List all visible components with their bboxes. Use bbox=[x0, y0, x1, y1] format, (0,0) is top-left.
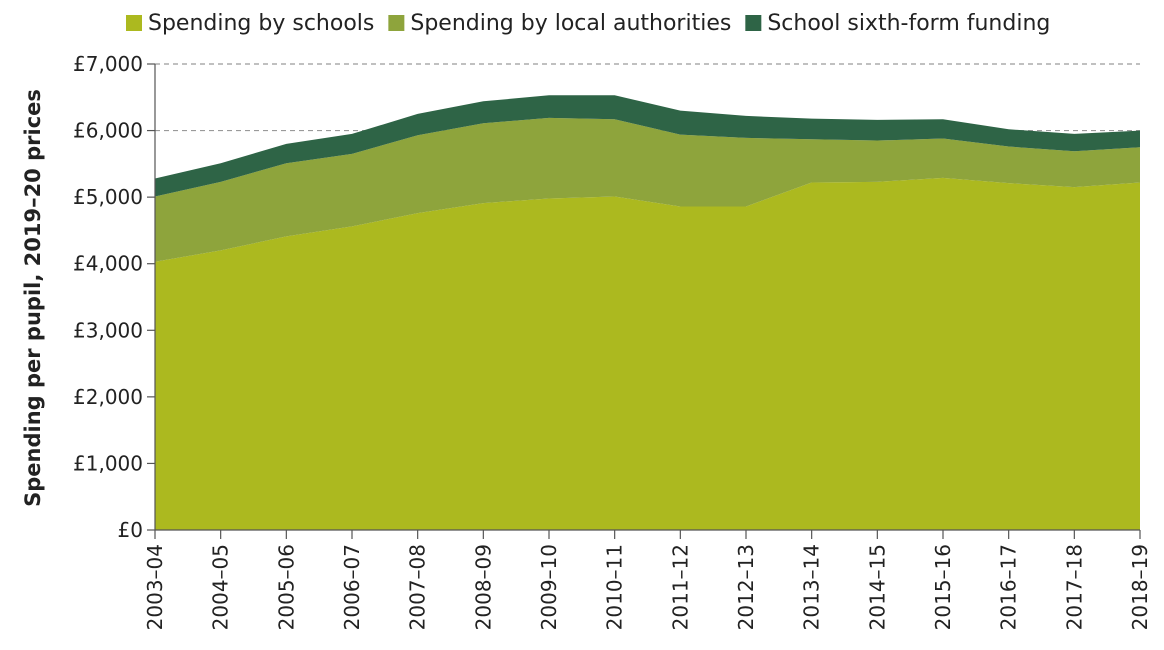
x-tick-label: 2010–11 bbox=[603, 544, 627, 630]
x-tick-label: 2018–19 bbox=[1128, 544, 1152, 630]
y-tick-label: £5,000 bbox=[73, 185, 143, 209]
x-tick-label: 2012–13 bbox=[734, 544, 758, 630]
area-spending-by-local-authorities bbox=[155, 117, 1140, 262]
axes bbox=[154, 64, 1140, 531]
x-tick-label: 2003–04 bbox=[143, 544, 167, 630]
legend: Spending by schools Spending by local aut… bbox=[126, 11, 1050, 36]
legend-label-spending-by-schools: Spending by schools bbox=[148, 11, 374, 36]
legend-swatch-school-sixth-form-funding bbox=[745, 15, 762, 31]
area-series bbox=[155, 95, 1140, 530]
x-tick-label: 2007–08 bbox=[406, 544, 430, 630]
y-tick-label: £2,000 bbox=[73, 385, 143, 409]
y-axis-ticks: £0 £1,000 £2,000 £3,000 £4,000 £5,000 £6,000 £7… bbox=[73, 52, 155, 542]
x-tick-label: 2015–16 bbox=[931, 544, 955, 630]
x-tick-label: 2009–10 bbox=[537, 544, 561, 630]
area-spending-by-schools bbox=[155, 177, 1140, 530]
legend-swatch-spending-by-schools bbox=[126, 15, 142, 31]
y-tick-label: £1,000 bbox=[73, 451, 143, 475]
x-tick-label: 2016–17 bbox=[997, 544, 1021, 630]
y-axis-title: Spending per pupil, 2019–20 prices bbox=[21, 89, 45, 507]
x-axis-ticks: 2003–04 2004–05 2005–06 2006–07 2007–08 2008–… bbox=[143, 530, 1152, 630]
x-tick-label: 2004–05 bbox=[209, 544, 233, 630]
legend-label-spending-by-local-authorities: Spending by local authorities bbox=[410, 11, 731, 36]
legend-swatch-spending-by-local-authorities bbox=[388, 15, 405, 31]
legend-label-school-sixth-form-funding: School sixth-form funding bbox=[767, 11, 1050, 36]
area-school-sixth-form-funding bbox=[155, 95, 1140, 197]
y-tick-label: £0 bbox=[118, 518, 143, 542]
x-tick-label: 2005–06 bbox=[274, 544, 298, 630]
x-tick-label: 2006–07 bbox=[340, 544, 364, 630]
y-tick-label: £7,000 bbox=[73, 52, 143, 76]
x-tick-label: 2017–18 bbox=[1062, 544, 1086, 630]
x-tick-label: 2013–14 bbox=[800, 544, 824, 630]
x-tick-label: 2011–12 bbox=[668, 544, 692, 630]
x-tick-label: 2014–15 bbox=[865, 544, 889, 630]
y-tick-label: £6,000 bbox=[73, 119, 143, 143]
y-tick-label: £4,000 bbox=[73, 252, 143, 276]
y-tick-label: £3,000 bbox=[73, 318, 143, 342]
x-tick-label: 2008–09 bbox=[471, 544, 495, 630]
